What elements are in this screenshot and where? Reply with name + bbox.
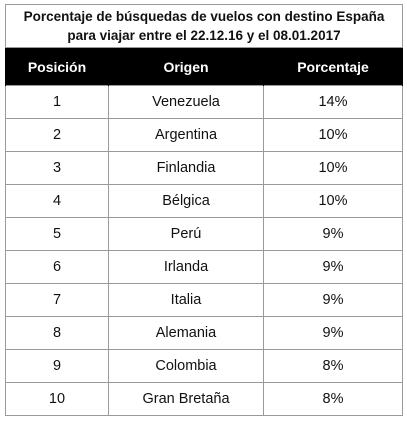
cell-percentage: 8% xyxy=(262,382,404,416)
cell-position: 9 xyxy=(5,349,109,383)
cell-position: 5 xyxy=(5,217,109,251)
cell-origin: Alemania xyxy=(108,316,264,350)
cell-percentage: 10% xyxy=(262,184,404,218)
table-row: 9 Colombia 8% xyxy=(5,349,404,383)
cell-percentage: 9% xyxy=(262,316,404,350)
cell-origin: Irlanda xyxy=(108,250,264,284)
cell-origin: Venezuela xyxy=(108,85,264,119)
cell-position: 7 xyxy=(5,283,109,317)
cell-origin: Gran Bretaña xyxy=(108,382,264,416)
cell-percentage: 14% xyxy=(262,85,404,119)
ranking-table-container: Porcentaje de búsquedas de vuelos con de… xyxy=(4,4,404,416)
table-row: 7 Italia 9% xyxy=(5,283,404,317)
column-header-position: Posición xyxy=(5,47,109,86)
cell-percentage: 10% xyxy=(262,151,404,185)
cell-origin: Italia xyxy=(108,283,264,317)
header-row: Posición Origen Porcentaje xyxy=(5,47,404,86)
cell-position: 10 xyxy=(5,382,109,416)
cell-position: 4 xyxy=(5,184,109,218)
cell-percentage: 9% xyxy=(262,250,404,284)
cell-percentage: 8% xyxy=(262,349,404,383)
cell-percentage: 10% xyxy=(262,118,404,152)
cell-percentage: 9% xyxy=(262,217,404,251)
table-title: Porcentaje de búsquedas de vuelos con de… xyxy=(4,4,404,48)
table-row: 1 Venezuela 14% xyxy=(5,85,404,119)
table-row: 8 Alemania 9% xyxy=(5,316,404,350)
table-row: 6 Irlanda 9% xyxy=(5,250,404,284)
table-row: 3 Finlandia 10% xyxy=(5,151,404,185)
cell-origin: Bélgica xyxy=(108,184,264,218)
cell-origin: Perú xyxy=(108,217,264,251)
table-title-line-1: Porcentaje de búsquedas de vuelos con de… xyxy=(23,9,385,24)
column-header-origin: Origen xyxy=(108,47,264,86)
table-row: 5 Perú 9% xyxy=(5,217,404,251)
cell-origin: Argentina xyxy=(108,118,264,152)
column-header-percentage: Porcentaje xyxy=(262,47,404,86)
cell-origin: Finlandia xyxy=(108,151,264,185)
cell-percentage: 9% xyxy=(262,283,404,317)
cell-position: 2 xyxy=(5,118,109,152)
table-row: 10 Gran Bretaña 8% xyxy=(5,382,404,416)
table-row: 4 Bélgica 10% xyxy=(5,184,404,218)
ranking-table: Porcentaje de búsquedas de vuelos con de… xyxy=(4,4,404,416)
cell-position: 3 xyxy=(5,151,109,185)
cell-position: 6 xyxy=(5,250,109,284)
table-title-line-2: para viajar entre el 22.12.16 y el 08.01… xyxy=(67,28,341,43)
cell-position: 1 xyxy=(5,85,109,119)
table-row: 2 Argentina 10% xyxy=(5,118,404,152)
cell-position: 8 xyxy=(5,316,109,350)
cell-origin: Colombia xyxy=(108,349,264,383)
